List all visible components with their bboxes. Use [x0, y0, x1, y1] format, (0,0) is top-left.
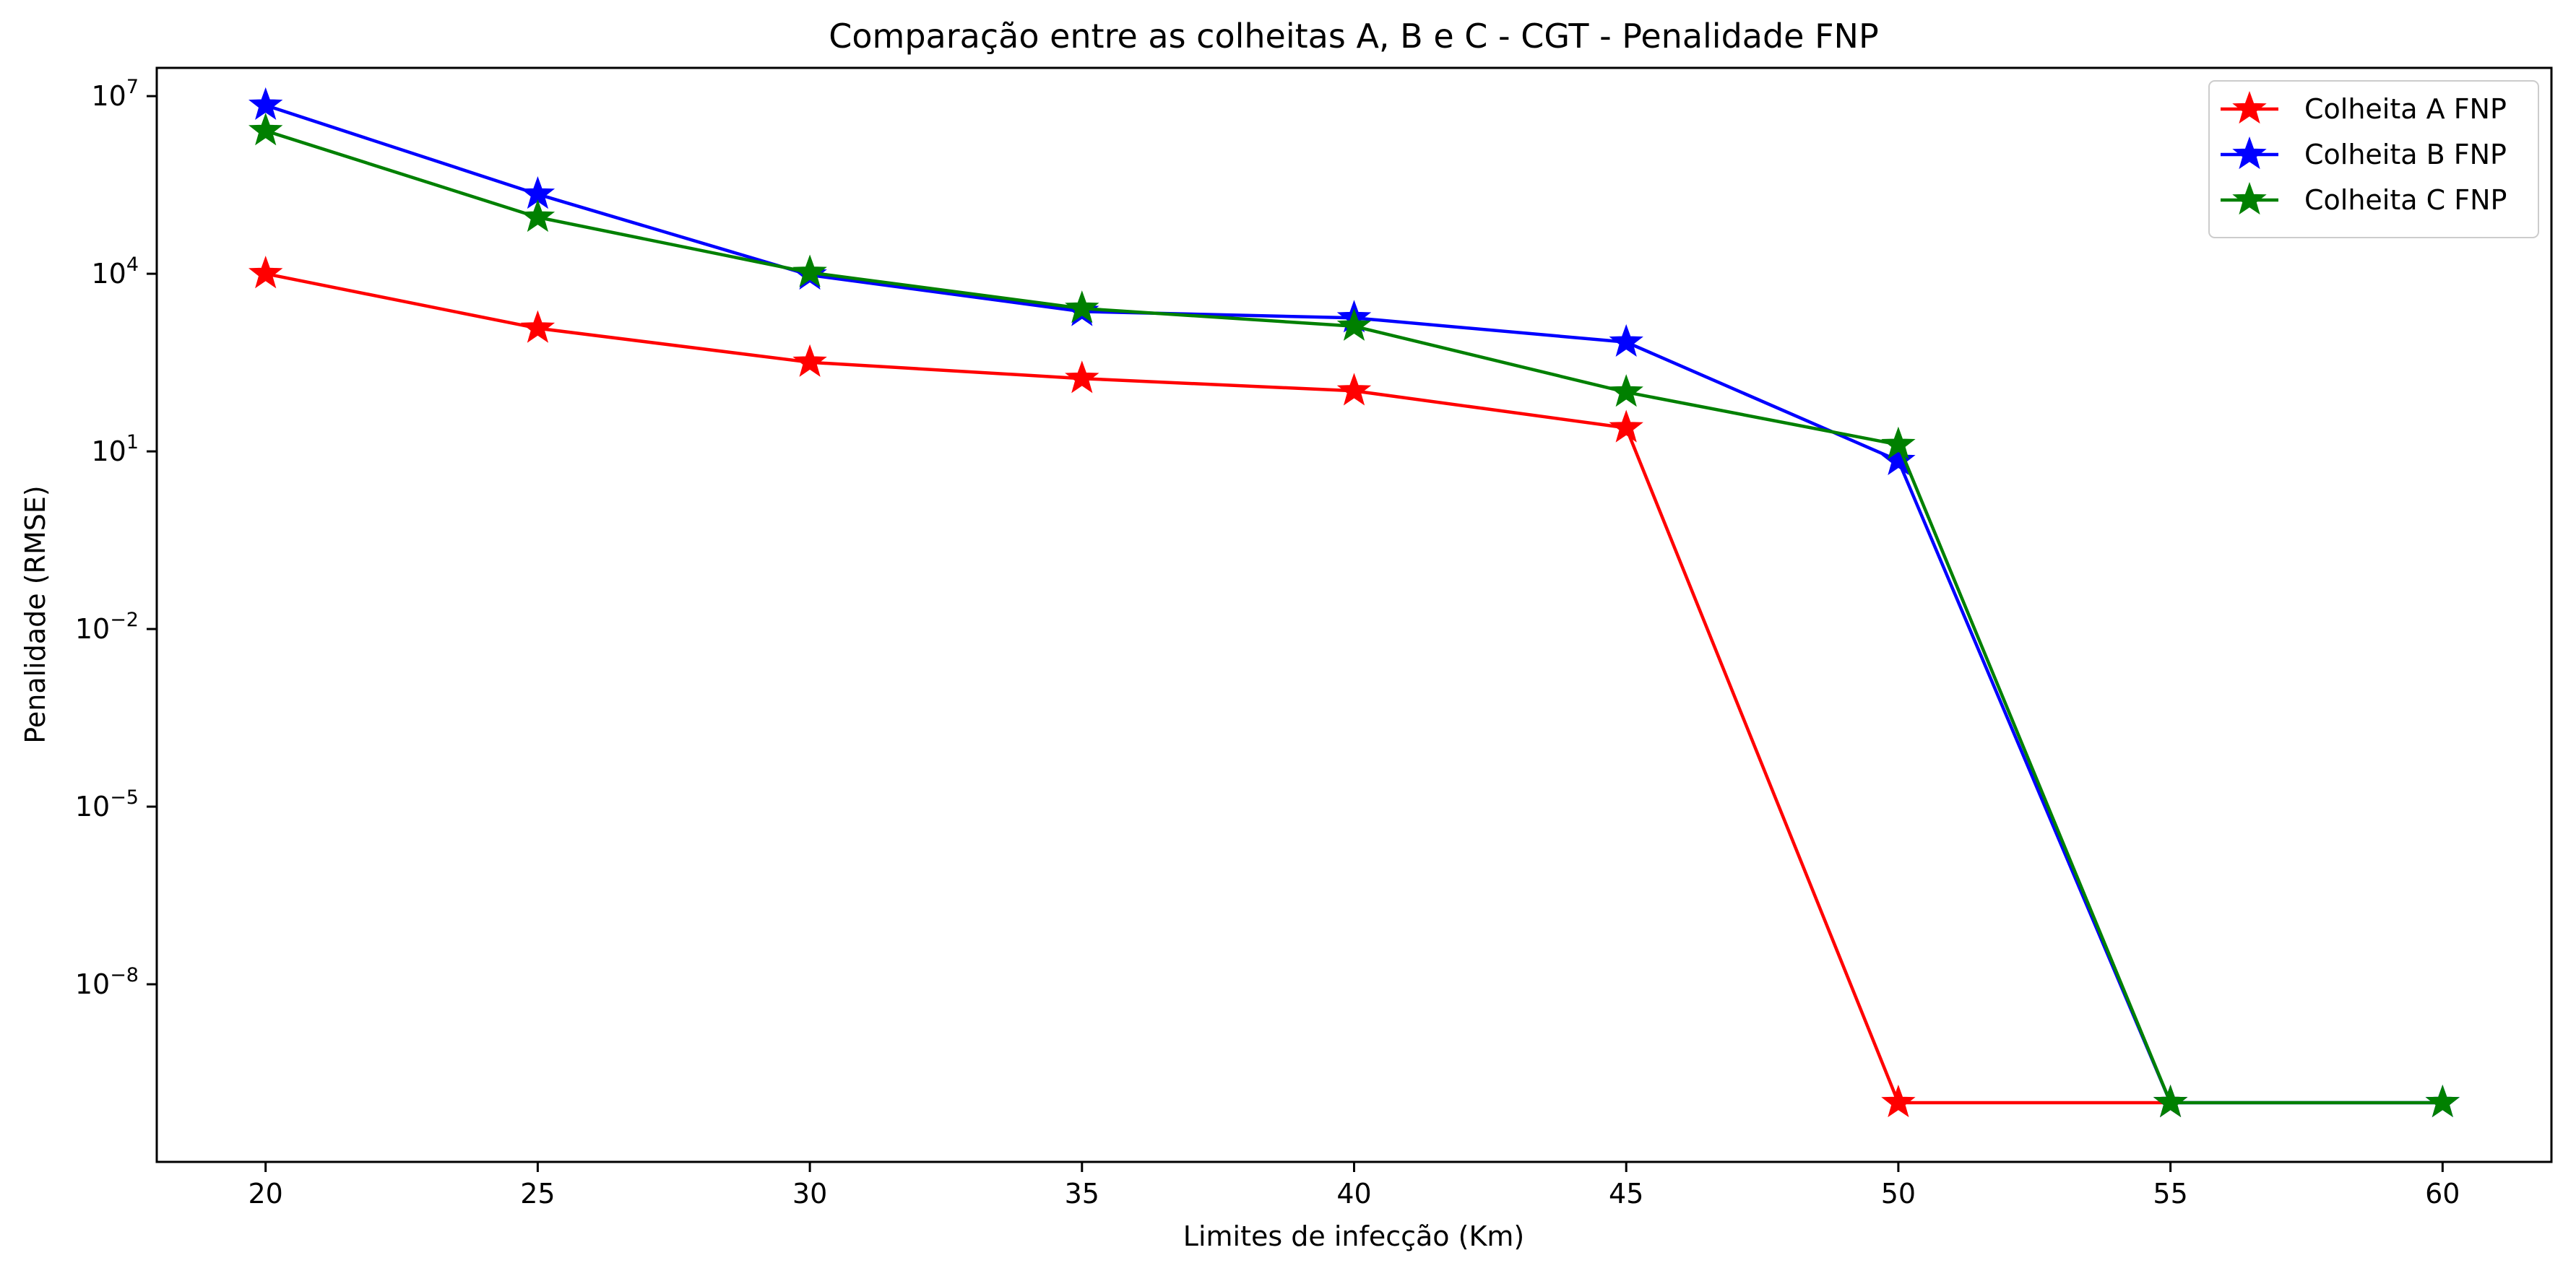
y-axis-label: Penalidade (RMSE): [20, 485, 51, 743]
x-axis-label: Limites de infecção (Km): [1183, 1220, 1524, 1252]
x-tick-label: 45: [1609, 1178, 1643, 1210]
series-line-1: [265, 272, 2171, 1105]
y-tick-label: 107: [91, 76, 139, 112]
x-tick-label: 35: [1065, 1178, 1099, 1210]
series-1-point: [248, 256, 283, 289]
series-3-point: [1065, 290, 1099, 324]
y-tick-label: 101: [91, 431, 139, 467]
series-3-point: [792, 254, 827, 287]
legend: Colheita A FNP Colheita B FNP Colheita C F…: [2208, 80, 2539, 238]
series-3-point: [248, 113, 283, 146]
x-axis: 20 25 30 35 40 45 50 55 60: [248, 1162, 2460, 1210]
x-tick-label: 55: [2153, 1178, 2187, 1210]
x-tick-label: 40: [1336, 1178, 1371, 1210]
series-1-point: [1065, 360, 1099, 394]
series-3-point: [1609, 374, 1643, 407]
y-axis: 107 104 101 10−2 10−5 10−8: [75, 76, 157, 1000]
legend-label: Colheita B FNP: [2304, 139, 2507, 170]
series-2-point: [1609, 324, 1643, 357]
series-2-point: [1881, 442, 1916, 475]
y-tick-label: 10−5: [75, 786, 139, 823]
plot-area: [248, 87, 2460, 1118]
x-tick-label: 20: [248, 1178, 283, 1210]
legend-box: [2208, 80, 2539, 238]
series-3-point: [1881, 426, 1916, 459]
x-tick-label: 25: [520, 1178, 555, 1210]
y-tick-label: 10−8: [75, 964, 139, 1000]
series-2-point: [248, 87, 283, 121]
legend-swatch-marker: [2232, 136, 2267, 170]
series-1-point: [1609, 409, 1643, 443]
legend-swatch-marker: [2232, 182, 2267, 215]
y-tick-label: 104: [91, 253, 139, 290]
series-1-point: [1881, 1085, 1916, 1118]
x-tick-label: 30: [792, 1178, 827, 1210]
legend-label: Colheita C FNP: [2304, 184, 2507, 216]
x-tick-label: 60: [2425, 1178, 2460, 1210]
series-3-point: [520, 199, 556, 233]
series-3-point: [1336, 308, 1372, 341]
series-1-point: [1336, 373, 1372, 406]
x-tick-label: 50: [1881, 1178, 1916, 1210]
series-1-point: [520, 310, 556, 343]
series-3-point: [2425, 1085, 2460, 1118]
series-1-point: [792, 344, 827, 377]
y-tick-label: 10−2: [75, 609, 139, 645]
legend-swatch-marker: [2232, 91, 2267, 124]
series-3-point: [2153, 1085, 2188, 1118]
chart-title: Comparação entre as colheitas A, B e C -…: [829, 17, 1878, 56]
legend-label: Colheita A FNP: [2304, 93, 2507, 125]
